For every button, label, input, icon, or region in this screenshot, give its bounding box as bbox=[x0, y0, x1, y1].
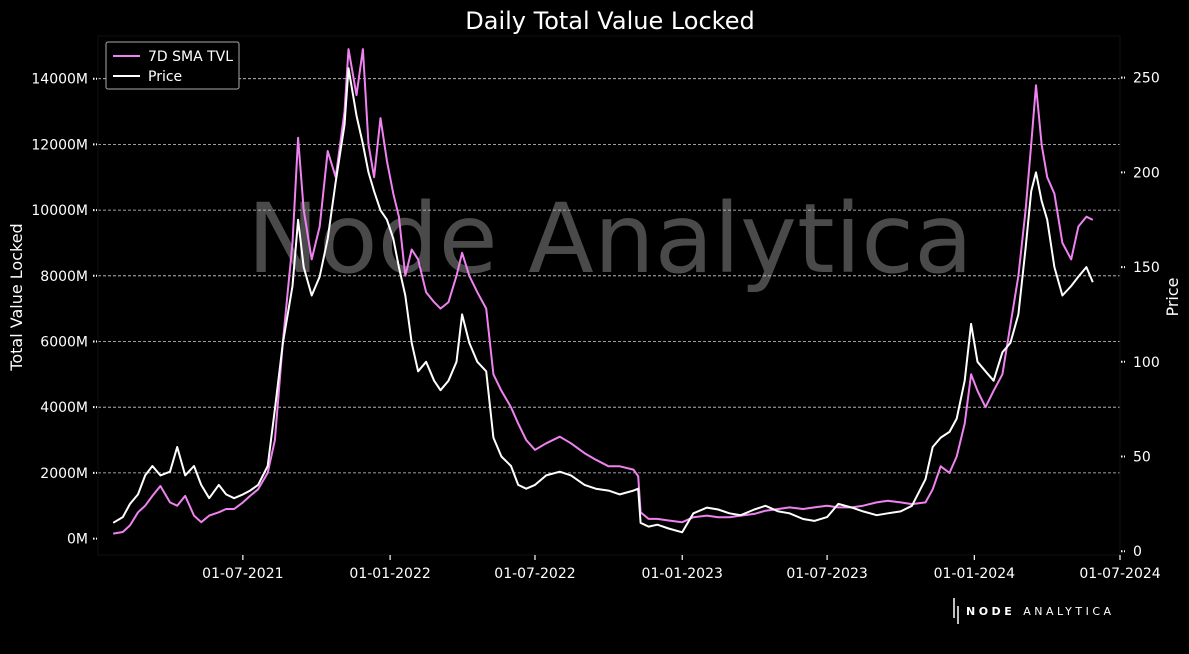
y2-axis-label: Price bbox=[1163, 277, 1182, 316]
y-tick-label: 4000M bbox=[40, 400, 88, 416]
y-tick-label: 12000M bbox=[31, 137, 88, 153]
y-axis-label: Total Value Locked bbox=[7, 223, 26, 371]
y2-tick-label: 0 bbox=[1133, 544, 1142, 560]
x-tick-label: 01-07-2021 bbox=[202, 566, 283, 582]
legend: 7D SMA TVL Price bbox=[105, 41, 240, 90]
x-tick-label: 01-01-2023 bbox=[642, 566, 723, 582]
y2-tick-label: 100 bbox=[1133, 355, 1160, 371]
x-tick-label: 01-01-2022 bbox=[349, 566, 430, 582]
y2-tick-label: 150 bbox=[1133, 260, 1160, 276]
y-tick-label: 6000M bbox=[40, 334, 88, 350]
brand-name-bold: NODE bbox=[966, 604, 1016, 618]
legend-label-tvl: 7D SMA TVL bbox=[148, 49, 233, 65]
y-axis-left: 0M 2000M 4000M 6000M 8000M 10000M 12000M 14000M bbox=[31, 72, 97, 548]
plot-frame bbox=[97, 35, 1121, 556]
y-tick-label: 14000M bbox=[31, 72, 88, 88]
series-line-tvl bbox=[113, 48, 1094, 535]
gridlines bbox=[98, 78, 1120, 474]
brand-logo: NODE ANALYTICA bbox=[952, 598, 1115, 624]
brand-name-light: ANALYTICA bbox=[1023, 604, 1115, 618]
y-tick-label: 10000M bbox=[31, 203, 88, 219]
legend-label-price: Price bbox=[148, 69, 182, 85]
x-tick-label: 01-07-2022 bbox=[494, 566, 575, 582]
legend-box bbox=[105, 41, 240, 90]
x-tick-label: 01-01-2024 bbox=[934, 566, 1015, 582]
x-tick-label: 01-07-2023 bbox=[786, 566, 867, 582]
y-tick-label: 8000M bbox=[40, 269, 88, 285]
y2-tick-label: 50 bbox=[1133, 450, 1151, 466]
y-tick-label: 2000M bbox=[40, 466, 88, 482]
x-axis: 01-07-2021 01-01-2022 01-07-2022 01-01-2023… bbox=[202, 555, 1161, 582]
y2-tick-label: 200 bbox=[1133, 165, 1160, 181]
series-line-price bbox=[112, 67, 1094, 534]
series-lines bbox=[112, 48, 1094, 535]
watermark: Node Analytica bbox=[247, 183, 973, 295]
chart-title: Daily Total Value Locked bbox=[465, 7, 754, 35]
y-axis-right: 0 50 100 150 200 250 bbox=[1121, 71, 1160, 560]
brand-mark-icon bbox=[953, 598, 959, 624]
x-tick-label: 01-07-2024 bbox=[1079, 566, 1160, 582]
y-tick-label: 0M bbox=[67, 532, 88, 548]
y2-tick-label: 250 bbox=[1133, 71, 1160, 87]
